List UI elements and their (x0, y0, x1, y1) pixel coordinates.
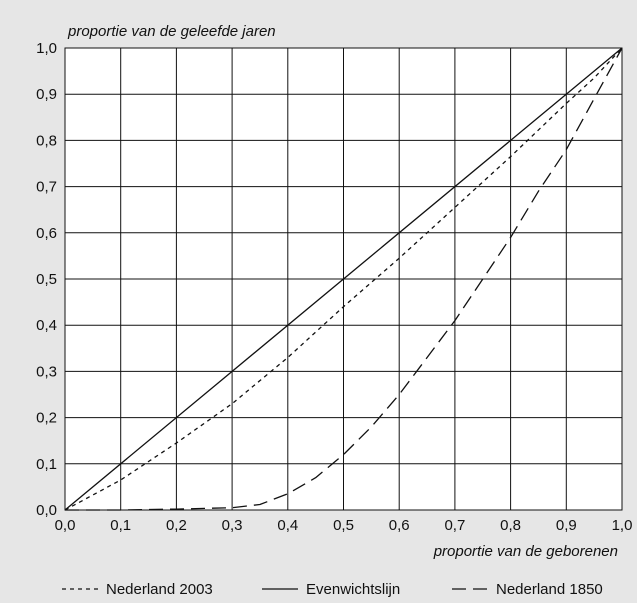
y-tick-label: 0,3 (36, 363, 57, 380)
x-tick-label: 0,9 (556, 517, 577, 534)
series-line-evenwichtslijn (64, 47, 623, 511)
legend-label: Evenwichtslijn (306, 581, 400, 598)
legend-label: Nederland 1850 (496, 581, 603, 598)
series-layer (64, 47, 623, 511)
y-tick-label: 0,2 (36, 410, 57, 427)
y-tick-label: 1,0 (36, 40, 57, 57)
x-tick-label: 0,0 (55, 517, 76, 534)
legend-item: Nederland 2003 (62, 581, 213, 598)
x-axis-label: proportie van de geborenen (433, 543, 618, 560)
y-tick-label: 0,6 (36, 225, 57, 242)
x-tick-label: 0,2 (166, 517, 187, 534)
y-tick-label: 0,0 (36, 502, 57, 519)
y-tick-label: 0,9 (36, 86, 57, 103)
x-tick-label: 0,4 (277, 517, 298, 534)
y-tick-label: 0,5 (36, 271, 57, 288)
x-tick-label: 0,5 (333, 517, 354, 534)
x-tick-label: 0,1 (110, 517, 131, 534)
y-tick-label: 0,8 (36, 132, 57, 149)
legend-label: Nederland 2003 (106, 581, 213, 598)
x-tick-label: 0,8 (500, 517, 521, 534)
series-line-nederland-1850 (65, 47, 623, 511)
x-tick-label: 1,0 (612, 517, 633, 534)
legend-item: Evenwichtslijn (262, 581, 400, 598)
plot-border (64, 47, 623, 511)
x-tick-labels: 0,0 0,1 0,2 0,3 0,4 0,5 0,6 0,7 0,8 0,9 1,0 (55, 517, 633, 534)
grid (65, 48, 622, 510)
x-tick-label: 0,3 (222, 517, 243, 534)
y-axis-label: proportie van de geleefde jaren (67, 23, 276, 40)
y-tick-label: 0,1 (36, 456, 57, 473)
y-tick-labels: 0,0 0,1 0,2 0,3 0,4 0,5 0,6 0,7 0,8 0,9 1,0 (36, 40, 57, 519)
legend-item: Nederland 1850 (452, 581, 603, 598)
legend: Nederland 2003 Evenwichtslijn Nederland 18… (62, 581, 603, 598)
y-tick-label: 0,4 (36, 317, 57, 334)
x-tick-label: 0,7 (444, 517, 465, 534)
x-tick-label: 0,6 (389, 517, 410, 534)
y-tick-label: 0,7 (36, 179, 57, 196)
